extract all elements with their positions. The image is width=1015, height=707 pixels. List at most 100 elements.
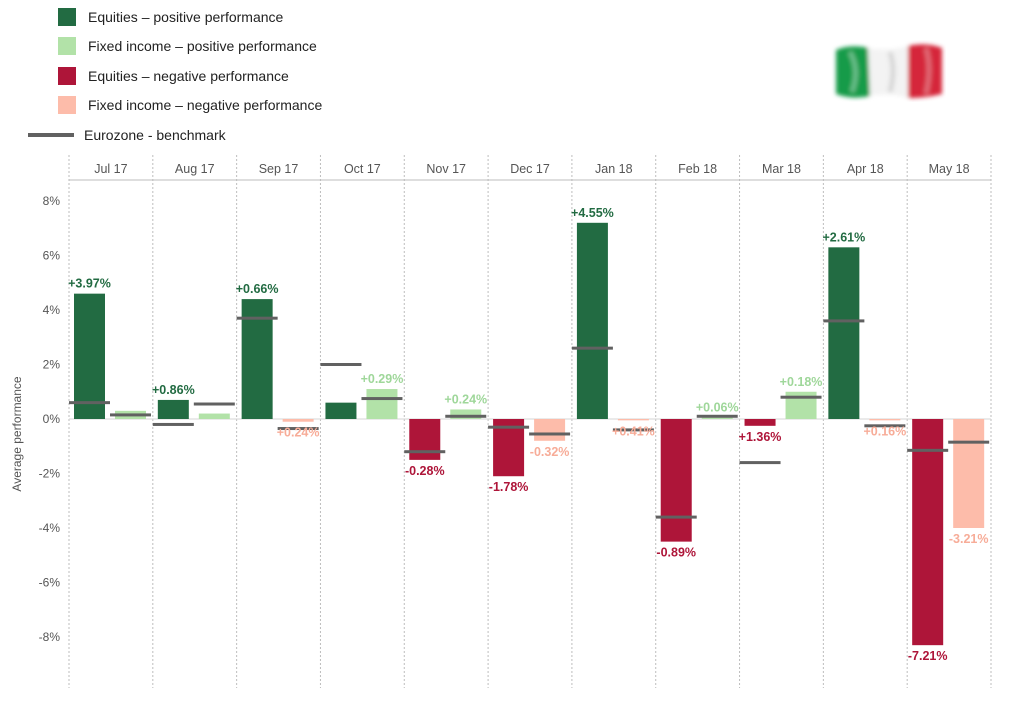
equities-data-label: +2.61% xyxy=(822,230,865,244)
equities-bar xyxy=(912,419,944,646)
fixed-income-bar xyxy=(282,419,314,422)
y-tick-label: 8% xyxy=(43,194,61,208)
equities-benchmark-marker xyxy=(488,425,530,429)
legend-swatch-equities-positive xyxy=(58,7,76,26)
x-category-label: Jan 18 xyxy=(595,162,633,176)
fixed-income-data-label: +0.24% xyxy=(444,392,487,406)
equities-benchmark-marker xyxy=(152,422,194,426)
fixed-income-benchmark-marker xyxy=(361,397,403,401)
fixed-income-benchmark-marker xyxy=(948,440,990,444)
fixed-income-data-label: -3.21% xyxy=(949,532,989,546)
italy-flag-icon xyxy=(836,44,942,98)
fixed-income-bar xyxy=(953,419,985,528)
equities-benchmark-marker xyxy=(655,515,697,519)
fixed-income-data-label: +0.18% xyxy=(780,375,823,389)
x-category-label: Jul 17 xyxy=(94,162,127,176)
equities-data-label: -1.78% xyxy=(489,480,529,494)
fixed-income-benchmark-marker xyxy=(445,414,487,418)
fixed-income-data-label: +0.29% xyxy=(361,372,404,386)
legend-label-equities-negative: Equities – negative performance xyxy=(88,67,289,84)
fixed-income-bar xyxy=(366,389,398,419)
equities-benchmark-marker xyxy=(69,401,110,405)
fixed-income-bar xyxy=(701,417,733,419)
equities-data-label: +0.86% xyxy=(152,383,195,397)
equities-data-label: +3.97% xyxy=(68,277,111,291)
equities-bar xyxy=(157,399,189,419)
y-tick-label: -2% xyxy=(39,467,61,481)
fixed-income-bar xyxy=(617,419,649,421)
y-tick-label: 2% xyxy=(43,358,61,372)
fixed-income-benchmark-marker xyxy=(110,413,151,417)
equities-data-label: -0.28% xyxy=(405,464,445,478)
fixed-income-benchmark-marker xyxy=(780,395,822,399)
axes: -8% -6% -4% -2% 0% 2% 4% 6% 8% Average performanc… xyxy=(10,162,970,644)
fixed-income-data-label: -0.32% xyxy=(530,445,570,459)
equities-benchmark-marker xyxy=(739,461,781,465)
fixed-income-data-label: +0.41% xyxy=(612,424,655,438)
x-category-label: Aug 17 xyxy=(175,162,215,176)
x-category-label: May 18 xyxy=(929,162,970,176)
x-category-label: Oct 17 xyxy=(344,162,381,176)
equities-bar xyxy=(409,419,441,460)
legend-item-equities-negative: Equities – negative performance xyxy=(28,61,322,91)
fixed-income-data-label: +0.06% xyxy=(696,401,739,415)
legend-item-fixed-income-positive: Fixed income – positive performance xyxy=(28,32,322,62)
equities-bar xyxy=(828,247,860,419)
equities-data-label: +0.66% xyxy=(236,282,279,296)
fixed-income-benchmark-marker xyxy=(193,402,235,406)
fixed-income-bar xyxy=(198,413,230,419)
equities-bar xyxy=(744,419,776,426)
x-category-label: Dec 17 xyxy=(510,162,550,176)
y-tick-label: 4% xyxy=(43,303,61,317)
fixed-income-benchmark-marker xyxy=(864,424,906,428)
legend-item-fixed-income-negative: Fixed income – negative performance xyxy=(28,91,322,121)
legend-item-equities-positive: Equities – positive performance xyxy=(28,2,322,32)
x-category-label: Nov 17 xyxy=(426,162,466,176)
equities-benchmark-marker xyxy=(907,448,949,452)
equities-data-label: +4.55% xyxy=(571,206,614,220)
equities-benchmark-marker xyxy=(823,319,865,323)
equities-benchmark-marker xyxy=(404,450,446,454)
equities-bar xyxy=(74,293,105,419)
y-tick-label: 6% xyxy=(43,249,61,263)
legend-label-equities-positive: Equities – positive performance xyxy=(88,8,284,25)
fixed-income-data-label: +0.16% xyxy=(863,424,906,438)
legend-swatch-benchmark xyxy=(28,132,74,137)
equities-bar xyxy=(576,222,608,419)
legend-swatch-fixed-income-negative xyxy=(58,96,76,115)
legend-item-benchmark: Eurozone - benchmark xyxy=(28,120,322,150)
benchmark-markers xyxy=(69,316,990,519)
legend-swatch-equities-negative xyxy=(58,66,76,85)
legend-label-fixed-income-positive: Fixed income – positive performance xyxy=(88,38,317,55)
fixed-income-benchmark-marker xyxy=(529,432,571,436)
x-category-label: Mar 18 xyxy=(762,162,801,176)
equities-benchmark-marker xyxy=(320,363,362,366)
fixed-income-benchmark-marker xyxy=(696,414,738,418)
fixed-income-bar xyxy=(450,409,482,419)
equities-data-label: -7.21% xyxy=(908,649,948,663)
equities-benchmark-marker xyxy=(571,346,613,350)
y-tick-label: -4% xyxy=(39,521,61,535)
equities-benchmark-marker xyxy=(236,316,278,320)
legend-swatch-fixed-income-positive xyxy=(58,37,76,56)
legend-label-fixed-income-negative: Fixed income – negative performance xyxy=(88,97,323,114)
x-category-label: Sep 17 xyxy=(259,162,299,176)
equities-data-label: -0.89% xyxy=(656,546,696,560)
fixed-income-data-label: +0.24% xyxy=(277,426,320,440)
legend: Equities – positive performance Fixed in… xyxy=(28,2,322,150)
y-tick-label: -8% xyxy=(39,630,61,644)
fixed-income-bar xyxy=(869,419,901,421)
equities-bar xyxy=(325,402,357,419)
x-category-label: Feb 18 xyxy=(678,162,717,176)
fixed-income-bar xyxy=(534,419,566,441)
y-tick-label: 0% xyxy=(43,412,61,426)
x-category-label: Apr 18 xyxy=(847,162,884,176)
legend-label-benchmark: Eurozone - benchmark xyxy=(84,126,226,143)
y-tick-label: -6% xyxy=(39,576,61,590)
fixed-income-benchmark-marker xyxy=(612,428,654,432)
data-labels: +3.97% +0.86% +0.66% -0.28% -1.78% +4.55% -0.8… xyxy=(68,206,988,663)
fixed-income-benchmark-marker xyxy=(277,427,319,431)
y-axis-title: Average performance xyxy=(10,376,24,492)
equities-bar xyxy=(660,419,692,542)
